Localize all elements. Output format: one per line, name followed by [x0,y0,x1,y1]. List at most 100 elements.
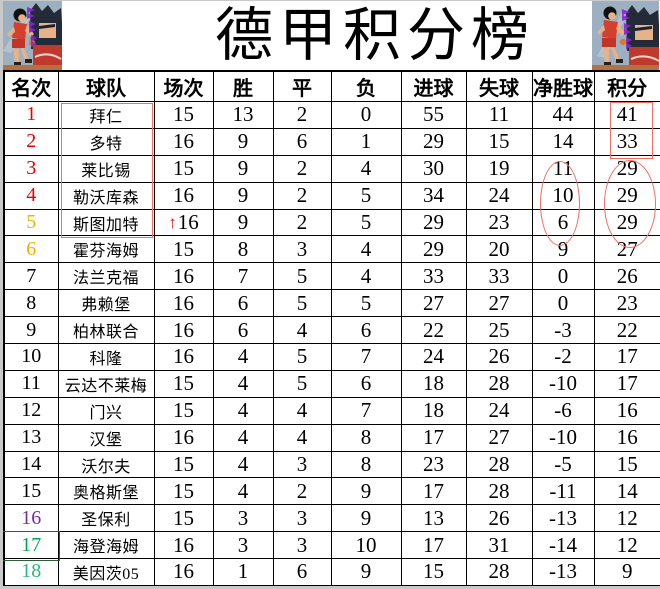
draw-cell: 5 [272,289,332,318]
rank-cell: 13 [3,423,59,452]
loss-cell: 0 [330,101,402,129]
gf-cell: 18 [400,396,467,425]
ga-cell: 28 [465,558,533,587]
win-cell: 13 [212,101,274,129]
gd-cell: -6 [531,396,595,425]
gd-cell: -10 [531,423,595,452]
loss-cell: 1 [330,127,402,156]
gf-cell: 29 [400,235,467,264]
team-cell: 斯图加特 [57,208,155,237]
loss-cell: 4 [330,235,402,264]
win-cell: 3 [212,504,274,533]
rank-cell: 11 [3,369,59,398]
gd-cell: 11 [531,154,595,183]
gd-cell: -14 [531,531,595,560]
gd-cell: -2 [531,343,595,371]
win-cell: 7 [212,262,274,291]
gf-cell: 17 [400,423,467,452]
loss-cell: 9 [330,558,402,587]
draw-cell: 4 [272,396,332,425]
win-cell: 6 [212,316,274,345]
gf-cell: 29 [400,208,467,237]
rank-cell: 5 [3,208,59,237]
ga-cell: 26 [465,504,533,533]
ga-cell: 33 [465,262,533,291]
gd-cell: -11 [531,477,595,506]
gf-cell: 29 [400,127,467,156]
win-cell: 3 [212,531,274,560]
pts-cell: 29 [593,154,660,183]
win-cell: 4 [212,423,274,452]
ga-cell: 26 [465,343,533,371]
team-cell: 奥格斯堡 [57,477,155,506]
played-cell: 15 [153,396,214,425]
table-row-rank-6: 6 霍芬海姆 15 8 3 4 29 20 9 27 [3,235,660,264]
table-row-rank-9: 9 柏林联合 16 6 4 6 22 25 -3 22 [3,316,660,345]
rank-cell: 1 [3,101,59,129]
win-cell: 4 [212,369,274,398]
draw-cell: 4 [272,423,332,452]
loss-cell: 10 [330,531,402,560]
table-row-rank-15: 15 奥格斯堡 15 4 2 9 17 28 -11 14 [3,477,660,506]
column-header-ga: 失球 [465,70,533,102]
table-row-rank-5: 5 斯图加特 ↑16 9 2 5 29 23 6 29 [3,208,660,237]
played-cell: 15 [153,504,214,533]
team-cell: 莱比锡 [57,154,155,183]
draw-cell: 2 [272,208,332,237]
rank-cell: 3 [3,154,59,183]
pts-cell: 16 [593,423,660,452]
loss-cell: 4 [330,262,402,291]
gf-cell: 33 [400,262,467,291]
loss-cell: 8 [330,423,402,452]
win-cell: 4 [212,396,274,425]
pts-cell: 23 [593,289,660,318]
team-cell: 弗赖堡 [57,289,155,318]
gd-cell: -13 [531,504,595,533]
team-cell: 柏林联合 [57,316,155,345]
pts-cell: 33 [593,127,660,156]
table-row-rank-13: 13 汉堡 16 4 4 8 17 27 -10 16 [3,423,660,452]
loss-cell: 5 [330,289,402,318]
table-row-rank-3: 3 莱比锡 15 9 2 4 30 19 11 29 [3,154,660,183]
team-cell: 美因茨05 [57,558,155,587]
pts-cell: 12 [593,504,660,533]
draw-cell: 5 [272,262,332,291]
ga-cell: 24 [465,181,533,210]
ga-cell: 23 [465,208,533,237]
win-cell: 9 [212,154,274,183]
gf-cell: 23 [400,450,467,479]
purple-watermark [622,9,632,49]
team-cell: 霍芬海姆 [57,235,155,264]
draw-cell: 2 [272,101,332,129]
played-cell: 16 [153,262,214,291]
table-row-rank-1: 1 拜仁 15 13 2 0 55 11 44 41 [3,101,660,129]
played-cell: 15 [153,235,214,264]
loss-cell: 7 [330,343,402,371]
gf-cell: 27 [400,289,467,318]
ga-cell: 19 [465,154,533,183]
pts-cell: 12 [593,531,660,560]
column-header-rank: 名次 [3,70,59,102]
gf-cell: 13 [400,504,467,533]
played-cell: 16 [153,127,214,156]
column-header-pts: 积分 [593,70,660,102]
gd-cell: 6 [531,208,595,237]
table-row-rank-2: 2 多特 16 9 6 1 29 15 14 33 [3,127,660,156]
rank-cell: 10 [3,343,59,371]
draw-cell: 2 [272,154,332,183]
played-cell: 15 [153,477,214,506]
played-cell: 16 [153,289,214,318]
gd-cell: 10 [531,181,595,210]
table-row-rank-7: 7 法兰克福 16 7 5 4 33 33 0 26 [3,262,660,291]
win-cell: 9 [212,208,274,237]
pts-cell: 9 [593,558,660,587]
played-cell: 16 [153,423,214,452]
column-header-draw: 平 [272,70,332,102]
pts-cell: 29 [593,181,660,210]
team-cell: 门兴 [57,396,155,425]
win-cell: 4 [212,477,274,506]
table-row-rank-18: 18 美因茨05 16 1 6 9 15 28 -13 9 [3,558,660,587]
played-cell: 15 [153,101,214,129]
loss-cell: 5 [330,181,402,210]
